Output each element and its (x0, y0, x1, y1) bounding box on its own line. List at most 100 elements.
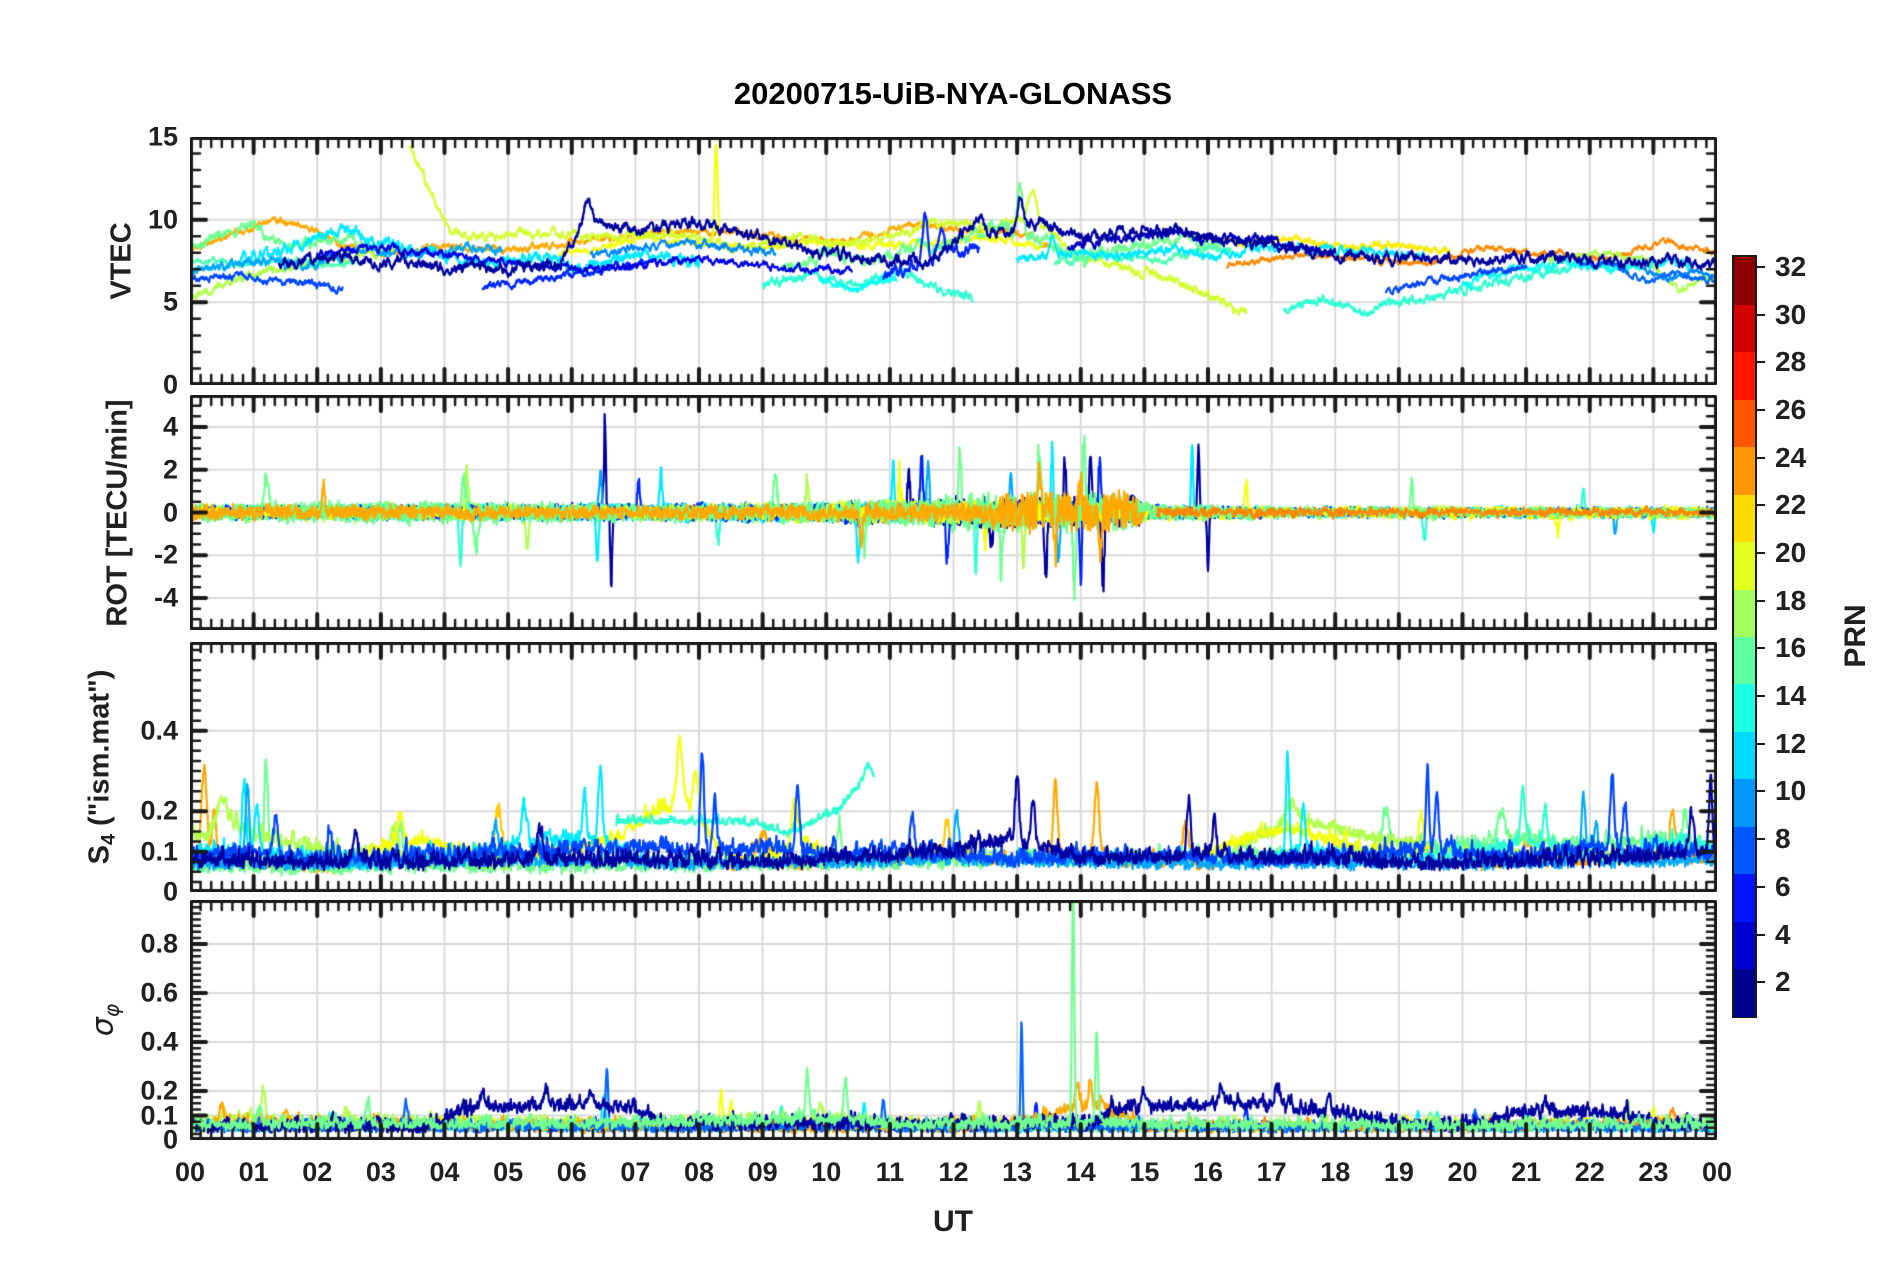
y-axis-label-sigma-phi: σφ (85, 1003, 124, 1037)
colorbar-block (1734, 826, 1755, 875)
y-tick-label-rot: 0 (162, 497, 178, 527)
panel-vtec-plot (190, 137, 1717, 385)
colorbar-tick-label: 28 (1775, 346, 1807, 378)
y-tick-label-s4: 0.1 (140, 836, 178, 867)
colorbar-block (1734, 351, 1755, 400)
colorbar-block (1734, 636, 1755, 685)
colorbar-block (1734, 778, 1755, 827)
x-tick-label: 05 (493, 1157, 524, 1187)
x-tick-label: 20 (1447, 1157, 1478, 1187)
colorbar-block (1734, 731, 1755, 780)
colorbar-tick-label: 32 (1775, 250, 1807, 282)
x-tick-label: 00 (174, 1157, 206, 1187)
colorbar-block (1734, 399, 1755, 448)
colorbar-block (1734, 683, 1755, 732)
y-tick-label-sigma-phi: 0 (162, 1124, 178, 1155)
colorbar-tick (1757, 313, 1765, 316)
colorbar-tick-label: 22 (1775, 489, 1807, 521)
colorbar-tick (1757, 456, 1765, 459)
colorbar-gradient (1732, 255, 1757, 1018)
colorbar-tick (1757, 790, 1765, 793)
colorbar-tick (1757, 408, 1765, 411)
colorbar-tick-label: 16 (1775, 632, 1807, 664)
x-tick-label: 21 (1511, 1157, 1542, 1187)
colorbar-tick (1757, 742, 1765, 745)
colorbar-block (1734, 589, 1755, 637)
x-tick-label: 13 (1002, 1157, 1033, 1187)
colorbar-block (1734, 304, 1755, 353)
x-tick-label: 03 (365, 1157, 396, 1187)
y-tick-label-sigma-phi: 0.2 (140, 1075, 178, 1106)
colorbar-tick (1757, 361, 1765, 364)
y-tick-label-rot: -2 (153, 539, 178, 570)
y-tick-label-vtec: 10 (147, 204, 178, 235)
x-tick-label: 10 (811, 1157, 842, 1187)
x-tick-label: 09 (747, 1157, 778, 1187)
x-tick-label: 15 (1129, 1157, 1160, 1187)
y-tick-label-s4: 0 (162, 876, 178, 907)
colorbar-tick-label: 12 (1775, 727, 1807, 759)
chart-title: 20200715-UiB-NYA-GLONASS (733, 76, 1173, 111)
x-tick-label: 04 (429, 1157, 460, 1187)
x-tick-label: 07 (620, 1157, 651, 1187)
x-tick-label: 11 (875, 1157, 905, 1187)
colorbar-tick-label: 18 (1775, 584, 1807, 616)
colorbar-tick-label: 8 (1775, 823, 1791, 855)
y-axis-label-rot: ROT [TECU/min] (101, 398, 134, 627)
x-tick-label: 18 (1320, 1157, 1351, 1187)
colorbar-tick-label: 24 (1775, 441, 1807, 473)
colorbar-tick (1757, 599, 1765, 602)
x-tick-label: 19 (1383, 1157, 1414, 1187)
x-tick-label: 01 (238, 1157, 269, 1187)
y-tick-label-sigma-phi: 0.4 (140, 1026, 178, 1057)
y-tick-label-sigma-phi: 0.6 (140, 977, 178, 1008)
colorbar-block (1734, 446, 1755, 495)
colorbar-tick (1757, 552, 1765, 555)
y-tick-label-vtec: 0 (162, 369, 178, 400)
y-tick-label-s4: 0.4 (140, 715, 178, 746)
y-tick-label-vtec: 5 (162, 286, 178, 317)
colorbar-block (1734, 257, 1755, 305)
y-tick-label-rot: -4 (153, 582, 178, 613)
y-tick-label-s4: 0.2 (140, 795, 178, 826)
y-tick-label-sigma-phi: 0.1 (140, 1100, 178, 1130)
colorbar-tick-label: 26 (1775, 393, 1807, 425)
x-axis-label: UT (933, 1205, 973, 1238)
y-axis-label-s4: S4 ("ism.mat") (83, 669, 120, 865)
panel-sigma-phi-plot (190, 900, 1717, 1140)
x-tick-label: 06 (556, 1157, 587, 1187)
x-tick-label: 17 (1256, 1157, 1287, 1187)
colorbar-tick (1757, 981, 1765, 984)
colorbar-tick-label: 20 (1775, 537, 1807, 569)
colorbar-block (1734, 921, 1755, 970)
y-tick-label-sigma-phi: 0.8 (140, 928, 178, 959)
x-tick-label: 02 (302, 1157, 333, 1187)
x-tick-label: 22 (1574, 1157, 1605, 1187)
colorbar-block (1734, 541, 1755, 590)
colorbar-block (1734, 968, 1755, 1017)
colorbar-label: PRN (1839, 604, 1872, 668)
colorbar-tick (1757, 695, 1765, 698)
x-tick-label: 23 (1638, 1157, 1669, 1187)
y-tick-label-rot: 2 (162, 454, 178, 485)
panel-rot-plot (190, 395, 1717, 630)
colorbar-tick (1757, 647, 1765, 650)
colorbar-tick-label: 10 (1775, 775, 1807, 807)
colorbar-block (1734, 873, 1755, 922)
y-axis-label-vtec: VTEC (105, 222, 138, 300)
colorbar-tick-label: 4 (1775, 918, 1791, 950)
y-tick-label-rot: 4 (162, 411, 178, 442)
x-tick-label: 12 (938, 1157, 969, 1187)
colorbar-tick (1757, 885, 1765, 888)
colorbar-tick-label: 30 (1775, 298, 1807, 330)
x-tick-label: 00 (1701, 1157, 1733, 1187)
colorbar-tick-label: 2 (1775, 966, 1791, 998)
colorbar-block (1734, 494, 1755, 543)
y-tick-label-vtec: 15 (147, 121, 178, 152)
colorbar-tick (1757, 265, 1765, 268)
x-tick-label: 08 (683, 1157, 715, 1187)
x-tick-label: 14 (1065, 1157, 1096, 1187)
colorbar-tick-label: 14 (1775, 680, 1807, 712)
panel-s4-plot (190, 642, 1717, 892)
